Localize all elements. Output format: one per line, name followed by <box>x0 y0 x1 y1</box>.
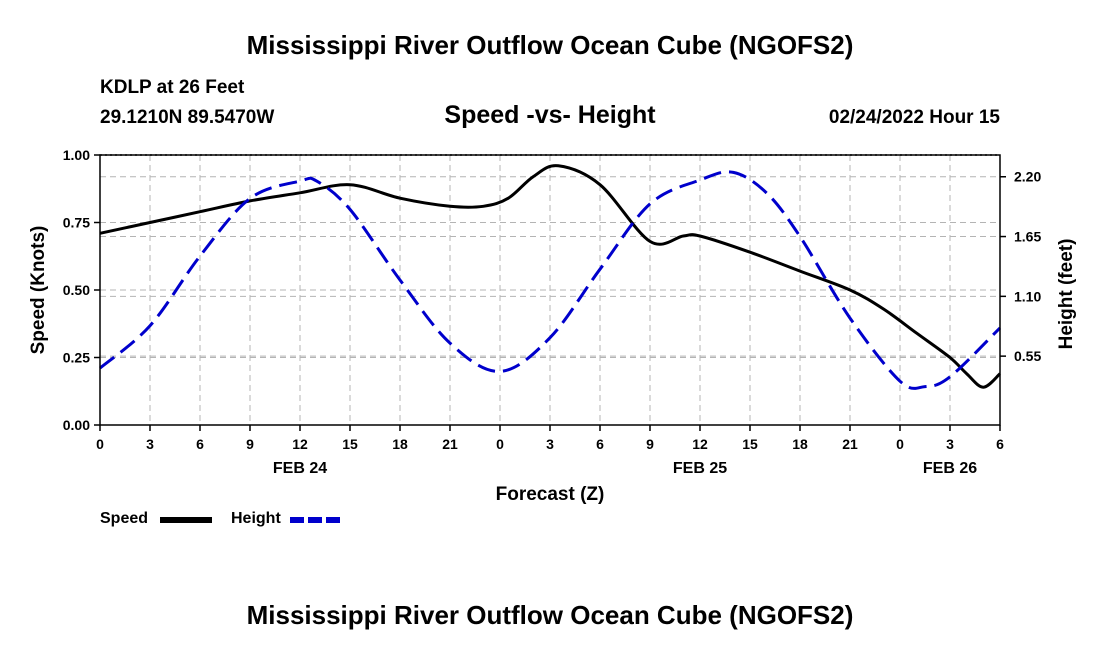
y-tick-label: 0.00 <box>63 417 90 433</box>
speed-series-line <box>99 164 1002 389</box>
y-tick-label: 1.00 <box>63 147 90 163</box>
y2-tick-label: 0.55 <box>1014 348 1041 364</box>
chart-subtitle: Speed -vs- Height <box>444 101 656 129</box>
legend-height-swatch <box>290 517 342 523</box>
x-tick-label: 15 <box>342 436 358 452</box>
x-tick-label: 6 <box>596 436 604 452</box>
x-tick-label: 3 <box>546 436 554 452</box>
axis-ticks: 0 3 6 9 12 15 18 21 0 3 6 9 12 15 18 21 0 3 6 0.00 0.25 0.50 0… <box>63 147 1042 477</box>
y-axis-title-speed: Speed (Knots) <box>28 226 49 355</box>
y-tick-label: 0.25 <box>63 350 90 366</box>
x-axis-title: Forecast (Z) <box>496 484 605 505</box>
x-tick-label: 18 <box>792 436 808 452</box>
x-tick-label: 15 <box>742 436 758 452</box>
date-label: FEB 24 <box>273 460 327 477</box>
x-tick-label: 12 <box>292 436 308 452</box>
chart-title: Mississippi River Outflow Ocean Cube (NG… <box>246 30 854 60</box>
y-tick-label: 0.75 <box>63 215 90 231</box>
x-tick-label: 12 <box>692 436 708 452</box>
x-tick-label: 9 <box>246 436 254 452</box>
x-tick-label: 21 <box>842 436 858 452</box>
y2-tick-label: 2.20 <box>1014 169 1041 185</box>
legend-speed-swatch <box>160 517 212 523</box>
chart-title-repeat: Mississippi River Outflow Ocean Cube (NG… <box>246 600 854 630</box>
legend-height-label: Height <box>231 510 281 527</box>
y2-tick-label: 1.65 <box>1014 229 1041 245</box>
y-axis-title-height: Height (feet) <box>1056 239 1077 350</box>
legend-speed-label: Speed <box>100 510 149 527</box>
x-tick-label: 3 <box>146 436 154 452</box>
y2-tick-label: 1.10 <box>1014 288 1041 304</box>
station-label: KDLP at 26 Feet <box>100 77 245 98</box>
date-label: FEB 25 <box>673 460 727 477</box>
x-tick-label: 21 <box>442 436 458 452</box>
x-tick-label: 0 <box>496 436 504 452</box>
x-tick-label: 6 <box>996 436 1004 452</box>
station-coordinates: 29.1210N 89.5470W <box>100 107 275 128</box>
x-tick-label: 0 <box>96 436 104 452</box>
x-tick-label: 18 <box>392 436 408 452</box>
y-tick-label: 0.50 <box>63 282 90 298</box>
date-label: FEB 26 <box>923 460 977 477</box>
grid <box>100 154 1000 425</box>
series-layer <box>99 164 1002 390</box>
height-series-line <box>99 170 1002 390</box>
x-tick-label: 9 <box>646 436 654 452</box>
run-date-label: 02/24/2022 Hour 15 <box>828 107 1000 128</box>
x-tick-label: 0 <box>896 436 904 452</box>
x-tick-label: 6 <box>196 436 204 452</box>
x-tick-label: 3 <box>946 436 954 452</box>
